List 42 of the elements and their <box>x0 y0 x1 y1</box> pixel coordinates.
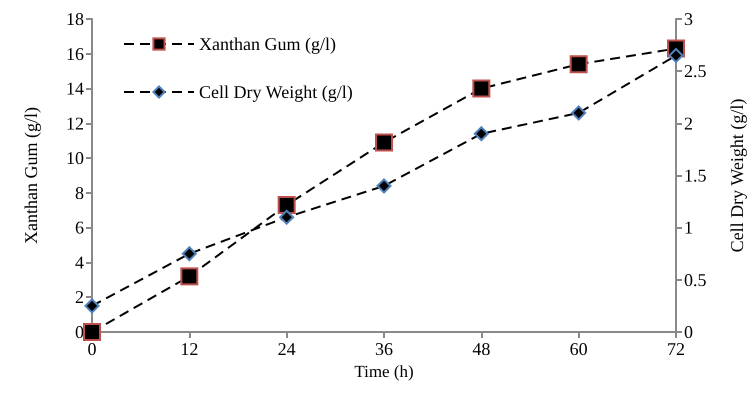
y-tick-label: 6 <box>75 218 84 238</box>
x-tick-label: 72 <box>667 339 685 359</box>
point <box>474 126 489 142</box>
point <box>570 55 588 74</box>
point <box>83 323 101 341</box>
legend-label: Cell Dry Weight (g/l) <box>199 82 353 102</box>
y2-tick-label: 2 <box>684 113 693 134</box>
y-tick-label: 16 <box>66 44 84 64</box>
y-tick-label: 2 <box>75 287 84 308</box>
point <box>278 196 296 214</box>
y2-tick-label: 1 <box>684 218 693 238</box>
y-tick-label: 14 <box>66 78 84 99</box>
x-tick-label: 12 <box>180 339 198 359</box>
y-axis-title: Xanthan Gum (g/l) <box>21 107 41 244</box>
point <box>375 133 393 152</box>
y2-tick-label: 3 <box>684 9 693 29</box>
legend-label: Xanthan Gum (g/l) <box>199 34 336 54</box>
x-tick-label: 36 <box>375 339 393 359</box>
x-tick-label: 24 <box>278 339 296 359</box>
x-tick-label: 60 <box>570 339 588 359</box>
y2-axis-title: Cell Dry Weight (g/l) <box>727 98 747 252</box>
y2-tick-label: 1.5 <box>684 166 706 186</box>
point <box>472 80 490 98</box>
point <box>182 246 197 262</box>
y-tick-label: 12 <box>66 113 84 134</box>
point <box>84 298 100 314</box>
x-tick-label: 48 <box>472 339 490 359</box>
y-tick-label: 8 <box>75 182 84 203</box>
point <box>180 267 198 286</box>
y-tick-label: 18 <box>66 9 84 29</box>
y-tick-label: 0 <box>75 322 84 342</box>
y2-tick-label: 0.5 <box>684 270 706 290</box>
y-tick-label: 4 <box>75 252 84 272</box>
y2-tick-label: 0 <box>684 322 693 342</box>
point <box>571 105 586 120</box>
point <box>279 210 294 225</box>
x-axis-title: Time (h) <box>354 362 414 381</box>
y2-tick-label: 2.5 <box>684 61 706 82</box>
x-tick-label: 0 <box>88 339 96 359</box>
point <box>376 178 392 194</box>
y-tick-label: 10 <box>66 148 84 168</box>
point <box>668 48 684 64</box>
